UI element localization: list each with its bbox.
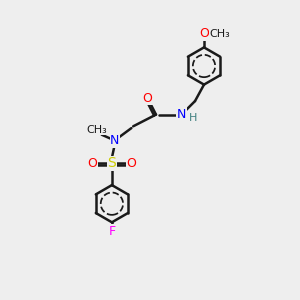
Text: O: O bbox=[199, 27, 209, 40]
Text: CH₃: CH₃ bbox=[86, 125, 107, 135]
Text: N: N bbox=[177, 108, 186, 121]
Text: O: O bbox=[143, 92, 152, 105]
Text: O: O bbox=[127, 157, 136, 170]
Text: O: O bbox=[88, 157, 97, 170]
Text: F: F bbox=[108, 225, 116, 238]
Text: N: N bbox=[110, 134, 120, 147]
Text: S: S bbox=[107, 156, 116, 170]
Text: CH₃: CH₃ bbox=[209, 29, 230, 39]
Text: H: H bbox=[189, 113, 197, 123]
